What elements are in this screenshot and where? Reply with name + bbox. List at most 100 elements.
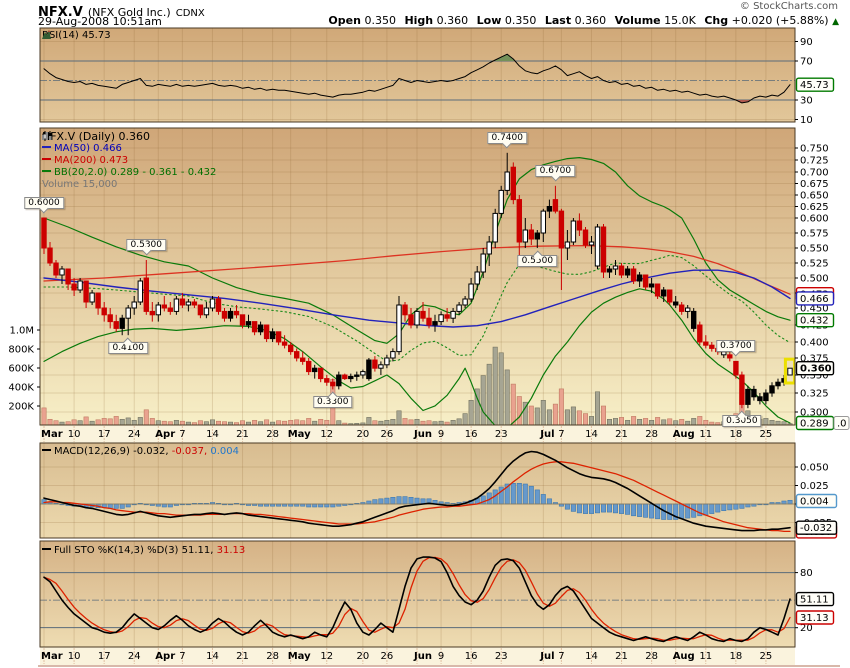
svg-text:0.525: 0.525 — [800, 259, 829, 270]
rsi-panel: 90 70 30 10 45.73 — [39, 27, 835, 126]
chg-value: +0.020 (+5.88%) — [731, 14, 829, 27]
svg-text:9: 9 — [438, 651, 444, 662]
svg-text:16: 16 — [465, 429, 478, 440]
volume-label: Volume — [614, 14, 661, 27]
svg-text:800K: 800K — [8, 345, 34, 356]
svg-text:90: 90 — [800, 37, 813, 48]
svg-text:25: 25 — [760, 429, 773, 440]
last-value: 0.360 — [574, 14, 607, 27]
axis-value-box: 31.13 — [795, 610, 835, 625]
axis-value-box: 0.432 — [795, 313, 835, 328]
svg-text:14: 14 — [585, 651, 598, 662]
high-label: High — [404, 14, 434, 27]
svg-text:14: 14 — [206, 429, 219, 440]
svg-text:May: May — [288, 651, 311, 662]
price-callout: 0.3300 — [313, 396, 353, 409]
svg-text:0.600: 0.600 — [800, 214, 829, 225]
svg-text:21: 21 — [236, 429, 249, 440]
svg-text:0.050: 0.050 — [800, 463, 829, 474]
volume-value: 15.0K — [664, 14, 696, 27]
svg-text:25: 25 — [760, 651, 773, 662]
chg-up-arrow-icon: ▲ — [832, 17, 839, 27]
svg-text:-0.032: -0.032 — [800, 523, 832, 534]
date-axis-mid: Mar 10 17 24 Apr 7 14 21 28 May 12 20 26 Jun 9 16 23 Jul 7… — [40, 425, 795, 443]
svg-text:30: 30 — [800, 96, 813, 107]
svg-text:0.700: 0.700 — [800, 168, 829, 179]
high-value: 0.360 — [436, 14, 469, 27]
svg-text:17: 17 — [98, 429, 111, 440]
svg-text:28: 28 — [645, 429, 658, 440]
svg-text:0.466: 0.466 — [800, 294, 829, 305]
svg-text:28: 28 — [266, 429, 279, 440]
svg-text:21: 21 — [236, 651, 249, 662]
svg-text:28: 28 — [266, 651, 279, 662]
price-callout: 0.6000 — [24, 197, 64, 209]
volume-axis-partial-box: .0 — [833, 416, 850, 430]
exchange-name: CDNX — [175, 8, 205, 19]
low-label: Low — [476, 14, 502, 27]
svg-text:10: 10 — [68, 429, 81, 440]
svg-text:10: 10 — [800, 115, 813, 126]
svg-text:1.0M: 1.0M — [9, 326, 34, 337]
svg-text:7: 7 — [179, 651, 185, 662]
price-callout: 0.5500 — [517, 255, 558, 267]
svg-text:18: 18 — [730, 651, 743, 662]
company-name: (NFX Gold Inc.) — [87, 6, 171, 19]
svg-text:45.73: 45.73 — [800, 80, 829, 91]
svg-text:0.575: 0.575 — [800, 229, 829, 240]
price-callout: 0.6700 — [535, 164, 576, 177]
svg-text:Mar: Mar — [41, 651, 63, 662]
svg-text:0.025: 0.025 — [800, 481, 829, 492]
svg-text:7: 7 — [558, 651, 564, 662]
svg-text:Jul: Jul — [539, 429, 554, 440]
svg-text:0.004: 0.004 — [800, 497, 829, 508]
svg-text:20: 20 — [357, 651, 370, 662]
svg-text:24: 24 — [128, 429, 141, 440]
copyright: © StockCharts.com — [739, 1, 838, 12]
svg-text:11: 11 — [699, 651, 712, 662]
svg-text:0.375: 0.375 — [800, 354, 829, 365]
svg-text:0.450: 0.450 — [800, 304, 829, 315]
svg-text:Mar: Mar — [41, 429, 63, 440]
svg-text:17: 17 — [98, 651, 111, 662]
price-callout: 0.4100 — [108, 342, 148, 355]
svg-text:0.350: 0.350 — [800, 371, 829, 382]
axis-value-box: 45.73 — [795, 77, 835, 92]
svg-text:31.13: 31.13 — [800, 613, 829, 624]
svg-text:200K: 200K — [8, 402, 34, 413]
svg-text:600K: 600K — [8, 364, 34, 375]
svg-text:12: 12 — [320, 429, 333, 440]
svg-text:21: 21 — [615, 429, 628, 440]
svg-text:7: 7 — [179, 429, 185, 440]
low-value: 0.350 — [504, 14, 537, 27]
svg-text:0.360: 0.360 — [800, 364, 832, 375]
candles — [41, 152, 793, 409]
svg-text:28: 28 — [645, 651, 658, 662]
svg-text:26: 26 — [381, 651, 394, 662]
svg-text:Aug: Aug — [673, 429, 695, 440]
svg-text:80: 80 — [800, 568, 813, 579]
svg-text:0.550: 0.550 — [800, 244, 829, 255]
overlays — [41, 152, 795, 425]
chart-datetime: 29-Aug-2008 10:51am — [38, 15, 162, 28]
svg-text:24: 24 — [128, 651, 141, 662]
svg-text:Jun: Jun — [413, 429, 432, 440]
date-axis-bottom: Mar 10 17 24 Apr 7 14 21 28 May 12 20 26 Jun 9 16 23 Jul 7… — [40, 647, 795, 665]
svg-text:Jun: Jun — [413, 651, 432, 662]
svg-text:Jul: Jul — [539, 651, 554, 662]
open-label: Open — [328, 14, 361, 27]
axis-value-box: 0.289 — [795, 415, 835, 431]
svg-text:9: 9 — [438, 429, 444, 440]
svg-text:20: 20 — [357, 429, 370, 440]
sto-panel: 80 20 51.11 31.13 — [39, 540, 835, 648]
svg-text:11: 11 — [699, 429, 712, 440]
svg-text:Apr: Apr — [155, 651, 175, 662]
svg-text:0.500: 0.500 — [800, 274, 829, 285]
price-callout: 0.3050 — [722, 415, 762, 428]
axis-value-box: 0.466 — [795, 291, 835, 306]
price-callout: 0.5300 — [126, 239, 167, 251]
axis-value-box: -0.032 — [795, 520, 838, 535]
svg-text:16: 16 — [465, 651, 478, 662]
